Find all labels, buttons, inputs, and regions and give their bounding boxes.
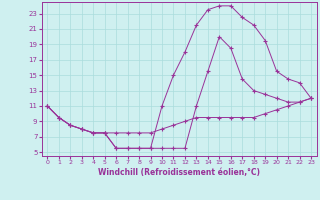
X-axis label: Windchill (Refroidissement éolien,°C): Windchill (Refroidissement éolien,°C) <box>98 168 260 177</box>
